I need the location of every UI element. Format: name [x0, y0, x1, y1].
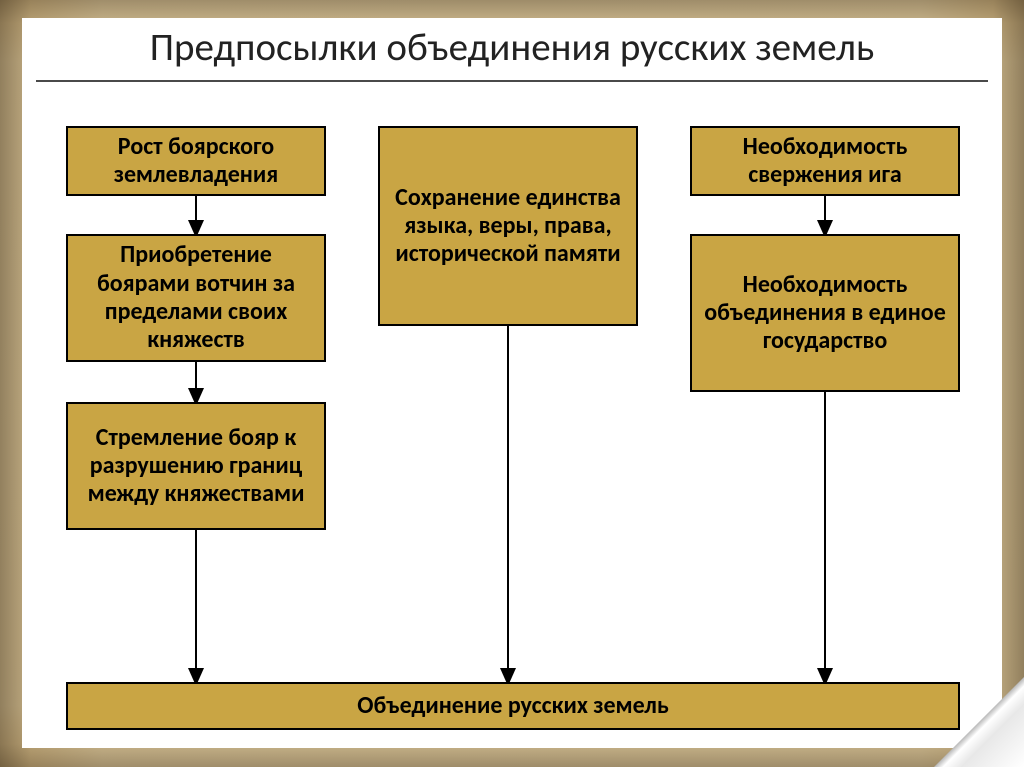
box-label: Объединение русских земель — [357, 692, 669, 720]
box-label: Рост боярского землевладения — [76, 133, 316, 190]
box-growth-boyar-land: Рост боярского землевладения — [66, 126, 326, 196]
box-label: Сохранение единства языка, веры, права, … — [388, 184, 628, 269]
box-need-unification: Необходимость объединения в единое госуд… — [690, 234, 960, 392]
box-label: Приобретение боярами вотчин за пределами… — [76, 241, 316, 354]
box-overthrow-yoke: Необходимость свержения ига — [690, 126, 960, 196]
title-underline — [36, 80, 988, 82]
slide-title: Предпосылки объединения русских земель — [22, 24, 1002, 71]
box-label: Необходимость объединения в единое госуд… — [700, 271, 950, 356]
box-label: Необходимость свержения ига — [700, 133, 950, 190]
slide-area: Предпосылки объединения русских земель Р… — [22, 18, 1002, 748]
box-label: Стремление бояр к разрушению границ межд… — [76, 424, 316, 509]
box-unity-language-faith: Сохранение единства языка, веры, права, … — [378, 126, 638, 326]
box-destroy-borders: Стремление бояр к разрушению границ межд… — [66, 402, 326, 530]
box-acquisition-votchin: Приобретение боярами вотчин за пределами… — [66, 234, 326, 362]
box-result-unification: Объединение русских земель — [66, 682, 960, 730]
